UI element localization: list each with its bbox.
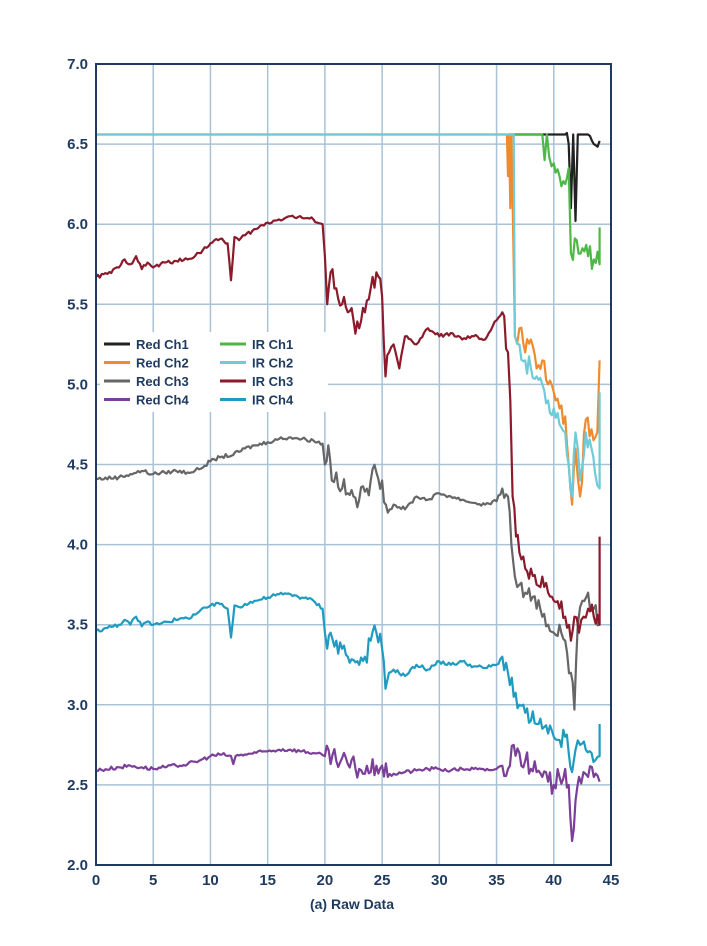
legend-label: IR Ch2: [252, 356, 293, 371]
legend-label: IR Ch1: [252, 337, 293, 352]
grid: [95, 63, 612, 866]
legend-label: Red Ch1: [136, 337, 189, 352]
x-tick-label: 40: [545, 872, 562, 889]
legend: Red Ch1 Red Ch2 Red Ch3 Red Ch4 IR Ch1 IR Ch2…: [100, 332, 328, 412]
legend-label: Red Ch2: [136, 356, 189, 371]
y-tick-label: 6.5: [67, 136, 88, 153]
x-tick-label: 20: [317, 872, 334, 889]
x-tick-label: 0: [92, 872, 100, 889]
y-tick-label: 5.0: [67, 376, 88, 393]
axes: 0 5 10 15 20 25 30 35 40 45 2.0 2.5 3.0 3.5 4.0 4.5 5.0 5…: [67, 56, 619, 889]
x-tick-label: 15: [259, 872, 276, 889]
x-tick-label: 10: [202, 872, 219, 889]
series-line-ir-ch3: [96, 214, 601, 642]
y-tick-label: 3.5: [67, 617, 88, 634]
y-tick-label: 2.5: [67, 777, 88, 794]
y-tick-label: 5.5: [67, 296, 88, 313]
y-tick-label: 7.0: [67, 56, 88, 73]
series-line-ir-ch4: [96, 591, 601, 774]
y-tick-label: 4.5: [67, 457, 88, 474]
x-tick-label: 45: [603, 872, 620, 889]
series-lines: [96, 131, 601, 843]
y-tick-label: 4.0: [67, 537, 88, 554]
series-line-ir-ch2: [96, 133, 601, 498]
x-axis-label: (a) Raw Data: [310, 896, 394, 912]
series-line-red-ch2: [96, 133, 601, 506]
x-tick-label: 30: [431, 872, 448, 889]
series-line-red-ch4: [96, 743, 601, 843]
y-tick-label: 6.0: [67, 216, 88, 233]
series-line-red-ch3: [96, 436, 600, 711]
y-tick-label: 2.0: [67, 857, 88, 874]
legend-label: Red Ch3: [136, 374, 189, 389]
plot-frame: [95, 63, 612, 866]
legend-label: IR Ch4: [252, 393, 294, 408]
x-tick-label: 25: [374, 872, 391, 889]
y-tick-label: 3.0: [67, 697, 88, 714]
legend-label: Red Ch4: [136, 393, 190, 408]
x-tick-label: 5: [149, 872, 157, 889]
legend-label: IR Ch3: [252, 374, 293, 389]
legend-background: [100, 332, 328, 412]
series-line-ir-ch1: [511, 133, 601, 270]
x-tick-label: 35: [488, 872, 505, 889]
